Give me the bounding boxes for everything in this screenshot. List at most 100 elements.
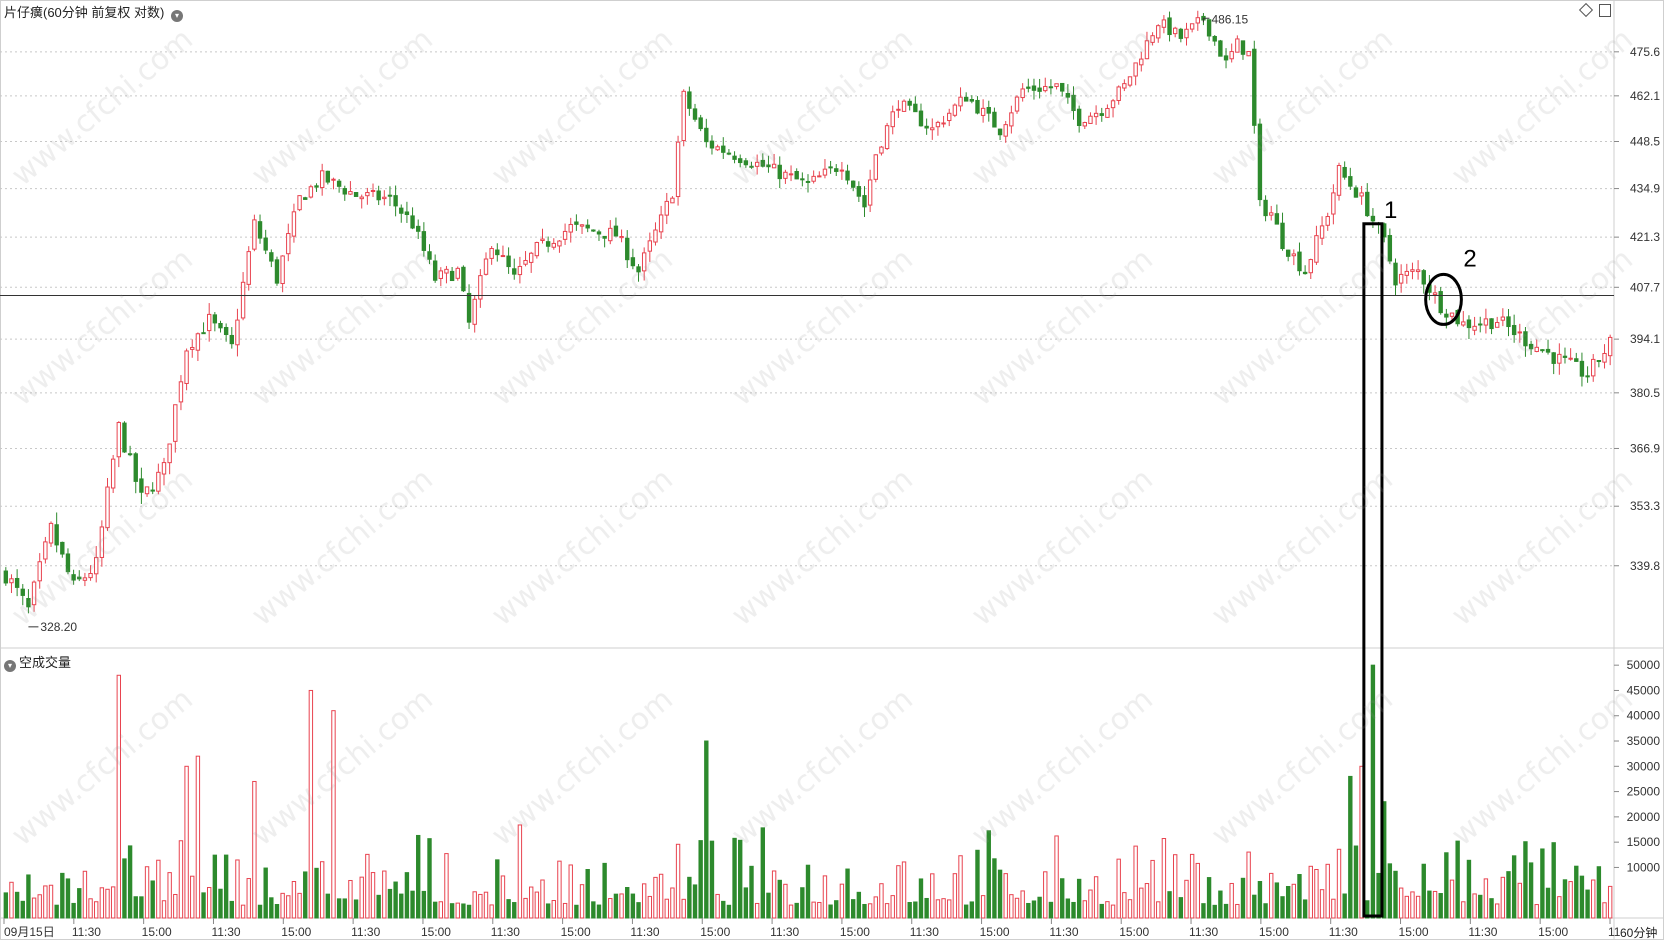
window-toggle-icon[interactable] xyxy=(1599,4,1611,17)
volume-bar xyxy=(1314,868,1319,919)
volume-bar xyxy=(619,893,624,919)
volume-bar xyxy=(1206,877,1212,919)
candle-body xyxy=(472,298,477,325)
candle-body xyxy=(1297,251,1302,272)
candle-body xyxy=(1020,88,1025,99)
candle-body xyxy=(771,163,777,169)
volume-bar xyxy=(1082,900,1088,919)
volume-bar xyxy=(1105,901,1110,919)
time-tick-label: 15:00 xyxy=(421,925,451,939)
candle-body xyxy=(1325,216,1330,226)
volume-bar xyxy=(715,893,720,919)
volume-bar xyxy=(353,899,359,919)
volume-bar xyxy=(901,861,907,919)
candle-body xyxy=(1229,51,1234,60)
volume-bar xyxy=(738,839,743,919)
candle-body xyxy=(449,270,455,282)
candle-body xyxy=(754,161,760,167)
candle-body xyxy=(1009,112,1014,127)
candle-body xyxy=(1212,36,1217,42)
volume-bar xyxy=(687,876,692,919)
volume-bar xyxy=(1500,876,1506,919)
candle-body xyxy=(77,576,82,580)
candle-body xyxy=(783,171,788,179)
time-tick-label: 11:30 xyxy=(351,925,380,939)
candle-body xyxy=(218,322,223,329)
volume-bar xyxy=(212,854,218,919)
volume-bar xyxy=(1280,896,1285,919)
candle-body xyxy=(1404,270,1410,276)
volume-bar xyxy=(229,900,234,919)
volume-bar xyxy=(1557,896,1562,919)
candle-body xyxy=(416,225,421,232)
price-tick-label: 434.9 xyxy=(1630,182,1660,196)
volume-bar xyxy=(523,897,528,919)
candle-body xyxy=(156,471,161,492)
title-dropdown-icon[interactable]: ▾ xyxy=(170,10,183,22)
volume-bar xyxy=(1037,896,1042,919)
volume-bar xyxy=(641,883,647,919)
volume-bar xyxy=(43,885,48,919)
volume-dropdown-icon[interactable]: ▾ xyxy=(4,660,16,672)
candle-body xyxy=(190,346,195,350)
period-label[interactable]: 60分钟 xyxy=(1620,926,1658,940)
candle-body xyxy=(664,200,669,216)
candle-body xyxy=(105,486,110,529)
candle-body xyxy=(1280,222,1285,250)
volume-bar xyxy=(280,892,285,919)
volume-bar xyxy=(489,904,494,919)
candle-body xyxy=(1060,82,1065,92)
volume-bar xyxy=(1110,904,1116,919)
volume-bar xyxy=(506,899,511,919)
candle-body xyxy=(760,159,766,167)
candle-body xyxy=(14,577,20,588)
volume-bar xyxy=(834,900,839,919)
volume-bar xyxy=(636,902,641,919)
candle-body xyxy=(173,404,178,442)
volume-tick-label: 40000 xyxy=(1627,709,1661,723)
volume-bar xyxy=(862,903,867,919)
candle-body xyxy=(579,224,585,227)
candle-body xyxy=(144,486,150,495)
volume-bar xyxy=(195,755,201,919)
candle-body xyxy=(353,192,359,197)
volume-bar xyxy=(31,897,37,919)
candle-body xyxy=(359,196,364,200)
volume-bar xyxy=(303,871,308,919)
candle-body xyxy=(410,215,415,229)
candle-body xyxy=(438,270,444,279)
candle-body xyxy=(1263,199,1268,217)
volume-tick-label: 10000 xyxy=(1627,860,1661,874)
volume-bar xyxy=(444,853,449,919)
candle-body xyxy=(963,96,969,102)
volume-bar xyxy=(376,894,381,919)
volume-bar xyxy=(1444,852,1449,919)
candle-body xyxy=(1167,17,1172,36)
candle-body xyxy=(1579,360,1585,377)
volume-bar xyxy=(1449,879,1455,919)
volume-tick-label: 35000 xyxy=(1627,734,1661,748)
volume-bar xyxy=(122,858,127,919)
candle-body xyxy=(568,223,573,233)
volume-bar xyxy=(675,843,681,919)
price-tick-label: 421.3 xyxy=(1630,230,1660,244)
candle-body xyxy=(800,178,805,181)
candle-body xyxy=(890,111,895,128)
volume-bar xyxy=(963,904,969,919)
price-tick-label: 339.8 xyxy=(1630,559,1660,573)
candle-body xyxy=(489,247,494,259)
volume-bar xyxy=(1161,838,1167,919)
candle-body xyxy=(636,266,641,273)
volume-bar xyxy=(1432,890,1438,919)
price-tick-label: 366.9 xyxy=(1630,441,1660,455)
annotation-label-2: 2 xyxy=(1463,245,1476,272)
volume-tick-label: 15000 xyxy=(1627,835,1661,849)
candle-body xyxy=(1314,235,1319,263)
candle-body xyxy=(1285,249,1291,257)
candle-body xyxy=(856,186,862,197)
candle-body xyxy=(1523,331,1528,347)
candle-body xyxy=(1071,94,1076,111)
candle-body xyxy=(1156,25,1161,39)
